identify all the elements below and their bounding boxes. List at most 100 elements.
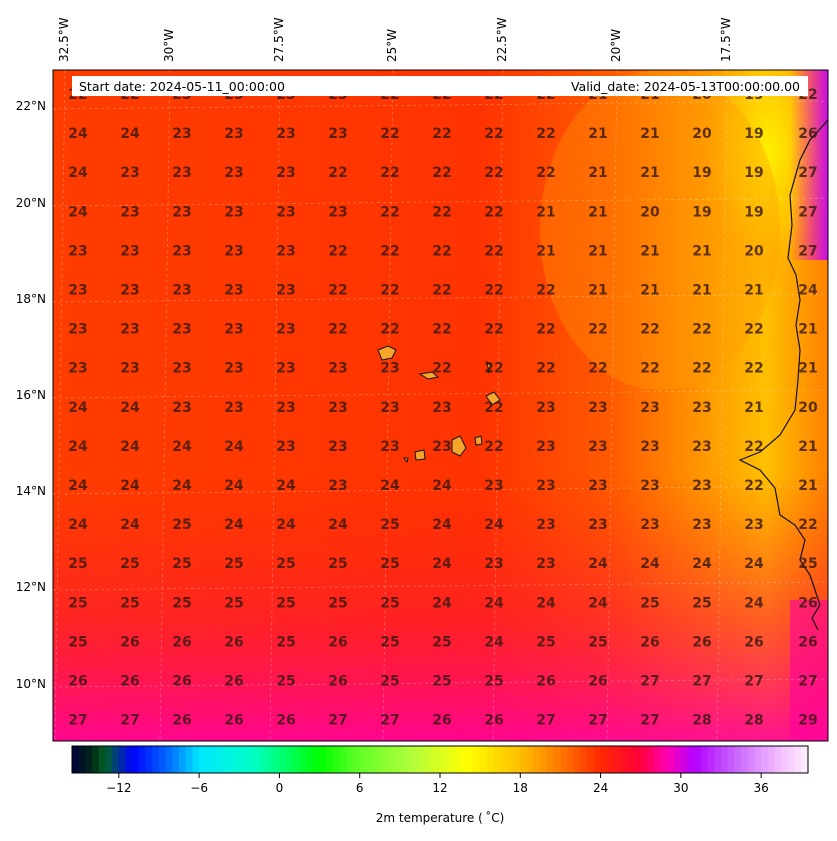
temperature-value: 24 [68,126,88,142]
temperature-value: 26 [276,713,295,729]
temperature-value: 19 [744,165,763,181]
temperature-value: 24 [432,595,452,611]
colorbar-segment [286,746,294,773]
temperature-value: 26 [328,674,347,690]
temperature-value: 23 [328,478,347,494]
island [377,345,397,361]
latitude-label: 22°N [16,99,46,113]
temperature-value: 21 [588,165,607,181]
temperature-value: 23 [588,517,607,533]
colorbar-segment [245,746,254,773]
colorbar-segment [787,746,796,773]
colorbar-segment [219,746,227,773]
temperature-value: 21 [536,243,555,259]
temperature-value: 24 [68,204,88,220]
island [474,435,483,446]
temperature-value: 22 [744,478,763,494]
temperature-value: 25 [380,674,399,690]
temperature-value: 21 [588,283,607,299]
temperature-value: 23 [484,556,503,572]
temperature-value: 26 [172,634,191,650]
colorbar-segment [553,746,562,773]
temperature-value: 22 [640,361,659,377]
temperature-value: 23 [172,400,191,416]
temperature-value: 21 [640,243,659,259]
temperature-value: 23 [380,361,399,377]
temperature-value: 22 [328,165,347,181]
temperature-value: 25 [380,517,399,533]
colorbar-segment [801,746,809,773]
longitude-label: 32.5°W [57,17,71,62]
temperature-value: 22 [536,165,555,181]
temperature-value: 27 [640,713,659,729]
temperature-value: 26 [798,126,817,142]
colorbar-segment [192,746,200,773]
temperature-value: 19 [692,165,711,181]
temperature-value: 25 [640,595,659,611]
temperature-value: 25 [380,556,399,572]
colorbar-segment [85,746,93,773]
temperature-value: 23 [588,400,607,416]
island [451,435,467,457]
temperature-value: 22 [536,322,555,338]
colorbar-segment [199,746,207,773]
temperature-value: 24 [484,595,504,611]
temperature-value: 23 [536,439,555,455]
meridian-line [606,70,618,741]
temperature-value: 22 [484,400,503,416]
temperature-value: 23 [536,517,555,533]
temperature-value: 23 [328,204,347,220]
colorbar-segment [138,746,147,773]
temperature-value: 23 [640,478,659,494]
colorbar-segment [179,746,187,773]
temperature-value: 23 [380,439,399,455]
temperature-value: 22 [798,517,817,533]
temperature-value: 27 [536,713,555,729]
temperature-value: 23 [328,439,347,455]
colorbar-segment [620,746,628,773]
temperature-value: 24 [536,595,556,611]
colorbar-tick-label: 36 [754,781,769,795]
colorbar-ticks: −12 −6 0 6 12 18 24 30 36 [106,773,769,795]
temperature-value: 23 [224,204,243,220]
temperature-value: 23 [276,322,295,338]
longitude-label: 27.5°W [272,17,286,62]
temperature-value: 26 [798,634,817,650]
temperature-value: 27 [588,713,607,729]
colorbar-segment [526,746,535,773]
temperature-value: 26 [120,674,139,690]
temperature-value: 22 [380,204,399,220]
temperature-value: 24 [744,556,764,572]
colorbar-segment [540,746,548,773]
longitude-label: 25°W [385,29,399,62]
colorbar-segment [634,746,642,773]
colorbar-title: 2m temperature ( ˚C) [376,810,505,825]
colorbar-segment [306,746,314,773]
temperature-value: 25 [120,595,139,611]
temperature-value: 25 [692,595,711,611]
colorbar-segment [185,746,194,773]
colorbar-segment [232,746,240,773]
colorbar-segment [466,746,475,773]
meridian-line [159,70,171,741]
temperature-value: 20 [692,126,712,142]
start-date-label: Start date: 2024-05-11_00:00:00 [79,79,285,94]
temperature-value: 23 [224,243,243,259]
temperature-value: 23 [276,400,295,416]
temperature-value: 22 [432,361,451,377]
colorbar-segment [145,746,153,773]
temperature-value: 23 [588,439,607,455]
temperature-value: 25 [120,556,139,572]
colorbar-tick-label: 24 [593,781,608,795]
temperature-value: 21 [640,283,659,299]
meridian-line [54,70,66,741]
temperature-value: 22 [484,361,503,377]
temperature-value: 23 [692,400,711,416]
colorbar-segment [279,746,287,773]
temperature-value: 24 [798,283,818,299]
temperature-value: 22 [536,126,555,142]
temperature-value: 24 [744,595,764,611]
temperature-value: 27 [744,674,763,690]
colorbar-segment [386,746,394,773]
